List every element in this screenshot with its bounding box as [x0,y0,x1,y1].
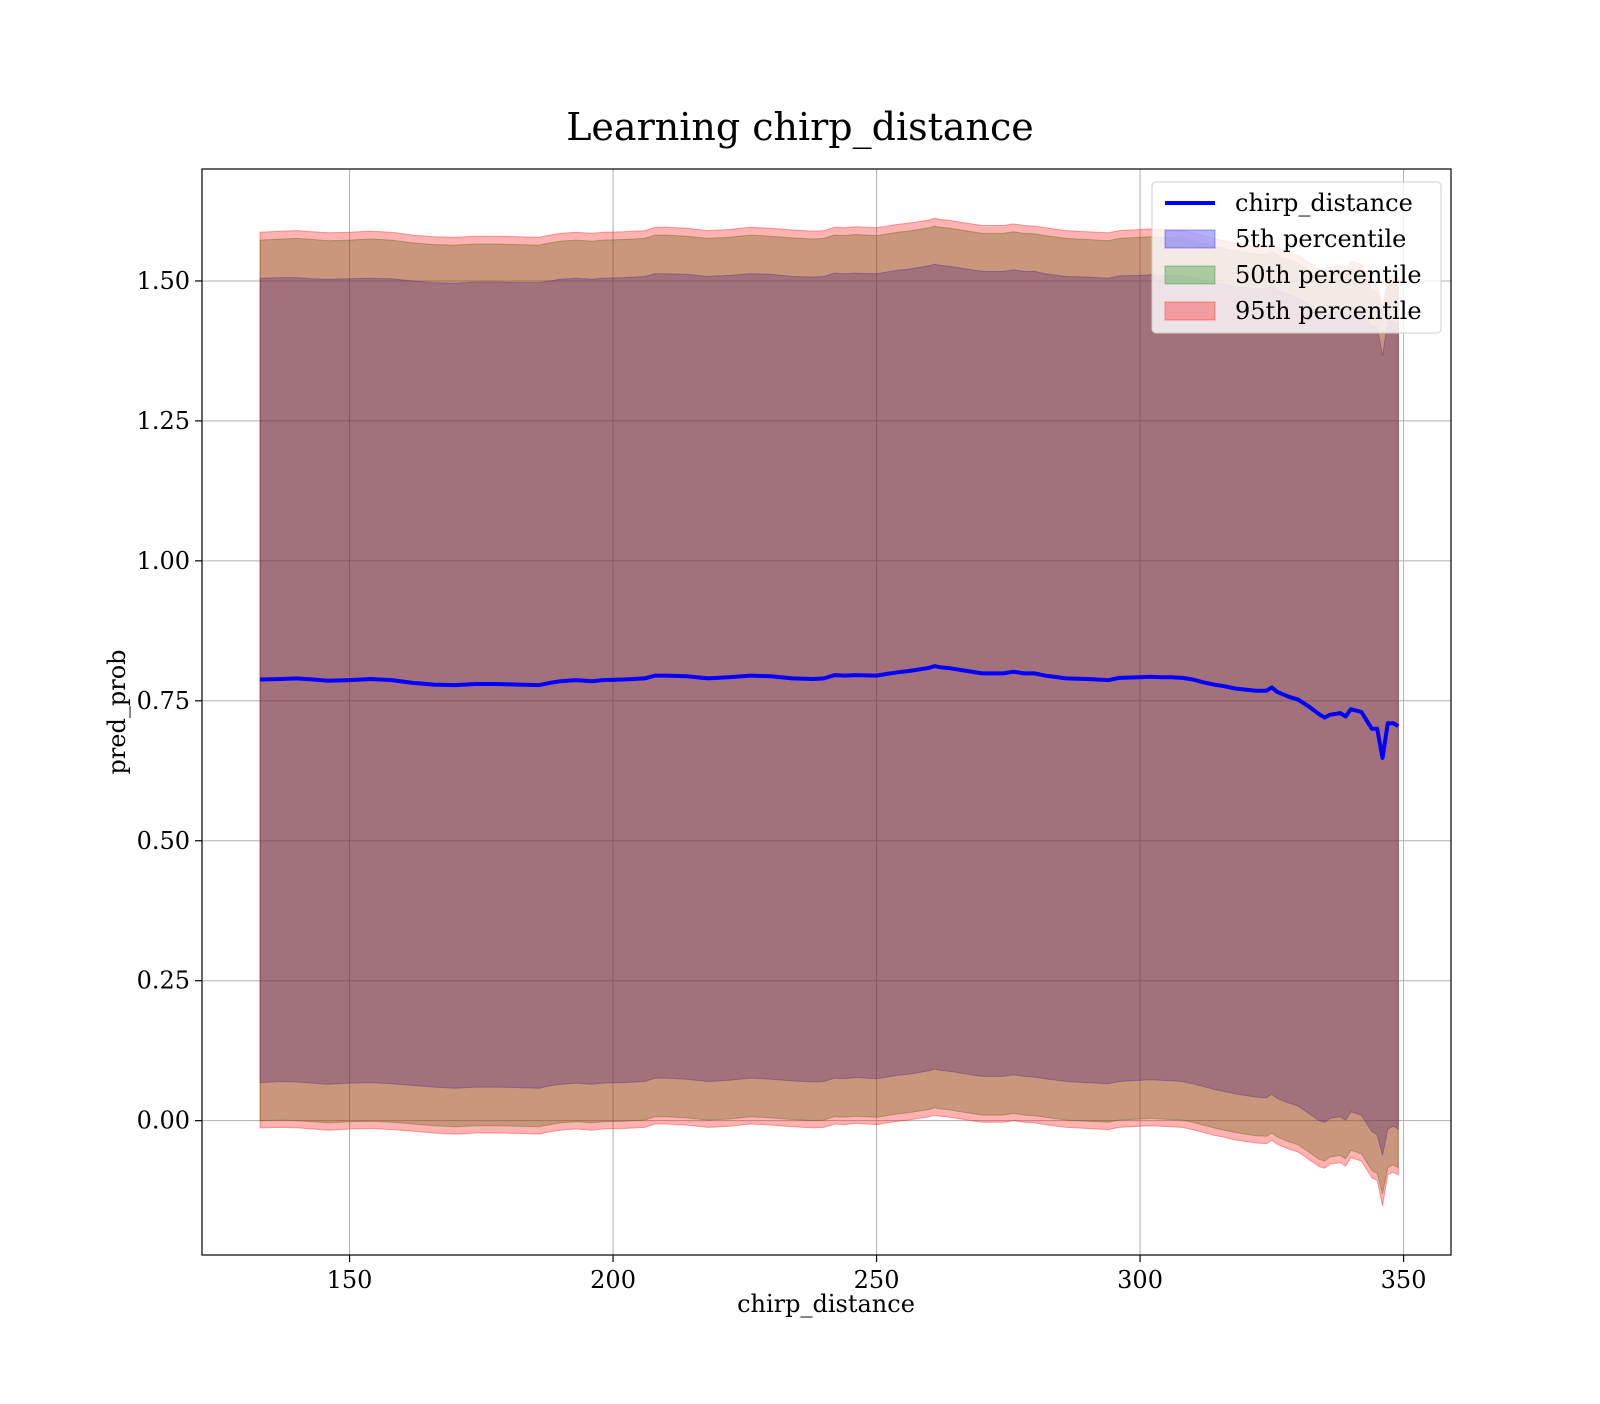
x-tick-label: 250 [854,1266,900,1294]
y-axis-label: pred_prob [103,649,131,774]
x-tick-label: 200 [590,1266,636,1294]
legend-label-chirp-distance: chirp_distance [1235,189,1413,217]
percentile-bands [259,217,1399,1206]
legend-box [1151,181,1442,334]
x-tick-label: 300 [1117,1266,1163,1294]
band-5th-percentile [259,263,1399,1156]
legend-items: chirp_distance 5th percentile 50th percent… [1164,189,1422,325]
y-axis-ticks: 0.00 0.25 0.50 0.75 1.00 1.25 1.50 [137,267,202,1135]
x-tick-label: 150 [327,1266,373,1294]
series-line-chirp-distance [259,664,1400,760]
legend-label-5th-percentile: 5th percentile [1235,225,1406,253]
legend-label-95th-percentile: 95th percentile [1235,297,1422,325]
grid-lines [202,169,1451,1255]
legend: chirp_distance 5th percentile 50th percent… [1151,181,1442,334]
band-95th-percentile [259,217,1399,1206]
y-tick-label: 0.00 [137,1107,190,1135]
y-tick-label: 0.75 [137,687,190,715]
y-tick-label: 1.00 [137,547,190,575]
legend-swatch-50th-percentile [1164,265,1216,285]
x-axis-ticks: 150 200 250 300 350 [327,1255,1427,1294]
x-axis-label: chirp_distance [737,1290,915,1318]
series-lines [259,664,1400,760]
y-tick-label: 1.25 [137,407,190,435]
y-tick-label: 0.50 [137,827,190,855]
band-50th-percentile [259,225,1399,1195]
legend-label-50th-percentile: 50th percentile [1235,261,1422,289]
y-tick-label: 1.50 [137,267,190,295]
plot-frame [201,168,1452,1256]
legend-swatch-95th-percentile [1164,301,1216,321]
x-tick-label: 350 [1381,1266,1427,1294]
chart-title: Learning chirp_distance [566,105,1034,150]
legend-swatch-5th-percentile [1164,229,1216,249]
y-tick-label: 0.25 [137,967,190,995]
